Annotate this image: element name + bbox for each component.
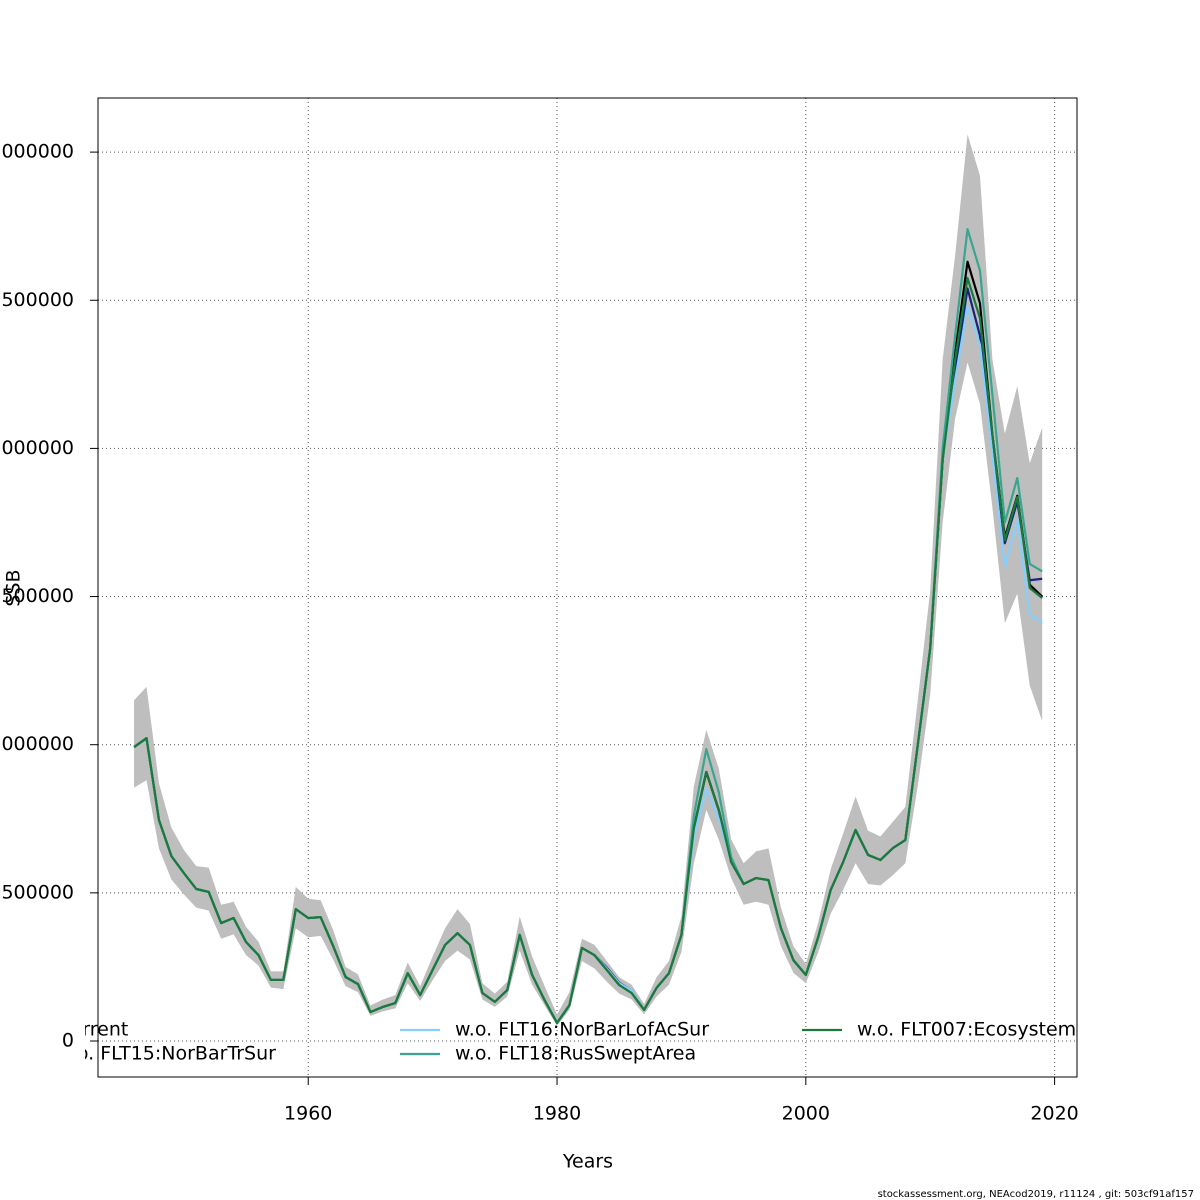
confidence-band (134, 134, 1043, 1026)
y-tick-label: 0 (62, 1029, 74, 1051)
y-tick-label: 3000000 (0, 141, 74, 163)
legend-label: w.o. FLT18:RusSweptArea (455, 1043, 696, 1065)
x-tick-label: 1980 (533, 1103, 581, 1125)
series-line (133, 287, 1043, 1025)
series-line (133, 260, 1043, 1025)
y-tick-label: 500000 (1, 881, 74, 903)
y-tick-label: 2500000 (0, 289, 74, 311)
legend-label: w.o. FLT16:NorBarLofAcSur (455, 1019, 709, 1041)
legend-label: w.o. FLT15:NorBarTrSur (57, 1043, 276, 1065)
series-line (133, 305, 1043, 1025)
y-tick-label: 1500000 (0, 585, 74, 607)
x-tick-label: 1960 (284, 1103, 332, 1125)
footer: stockassessment.org, NEAcod2019, r11124 … (878, 1189, 1194, 1200)
legend-label: Current (57, 1019, 128, 1041)
x-axis-label: Years (562, 1151, 613, 1173)
y-axis-label: SSB (3, 569, 25, 606)
x-tick-label: 2020 (1030, 1103, 1078, 1125)
y-tick-label: 1000000 (0, 733, 74, 755)
plot-area (98, 98, 1077, 1077)
series-line (133, 276, 1043, 1025)
y-tick-label: 2000000 (0, 437, 74, 459)
series-line (133, 228, 1043, 1025)
x-tick-label: 2000 (782, 1103, 830, 1125)
legend-label: w.o. FLT007:Ecosystem (857, 1019, 1076, 1041)
plot-frame (97, 97, 1078, 1078)
